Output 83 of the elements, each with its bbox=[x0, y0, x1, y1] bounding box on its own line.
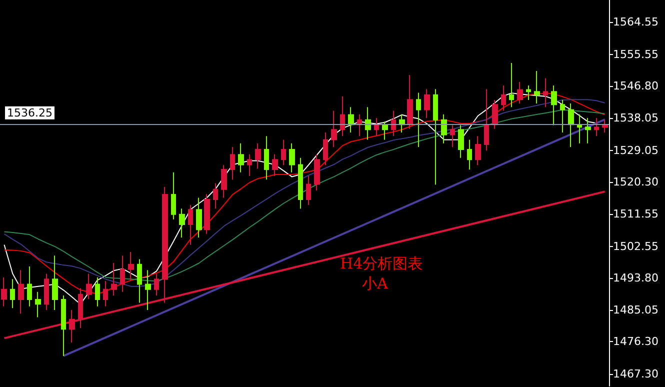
annotation: 小A bbox=[362, 274, 388, 292]
candlestick bbox=[399, 114, 405, 134]
candlestick bbox=[204, 194, 210, 234]
candlestick bbox=[213, 182, 218, 210]
candlestick bbox=[78, 288, 83, 329]
candlestick bbox=[179, 208, 185, 238]
candlestick bbox=[382, 121, 388, 140]
candlestick bbox=[534, 70, 540, 104]
candlestick bbox=[585, 118, 591, 144]
candlestick bbox=[348, 106, 354, 134]
candlestick bbox=[560, 99, 565, 134]
candlestick bbox=[86, 273, 92, 300]
y-tick-label: 1511.55 bbox=[613, 207, 658, 220]
candlestick bbox=[475, 136, 481, 166]
candlestick bbox=[128, 252, 134, 282]
candlestick bbox=[145, 270, 151, 310]
candlestick bbox=[103, 280, 108, 307]
candlestick bbox=[221, 164, 227, 198]
candlestick bbox=[238, 142, 244, 173]
candlestick bbox=[247, 154, 252, 176]
candlestick bbox=[154, 273, 159, 296]
candlestick bbox=[517, 81, 523, 104]
candlestick bbox=[95, 276, 100, 307]
candlestick bbox=[331, 110, 337, 148]
y-tick-label: 1520.30 bbox=[613, 176, 658, 189]
candlestick bbox=[188, 204, 193, 246]
candlestick bbox=[484, 88, 489, 152]
candlestick bbox=[407, 74, 413, 130]
candlestick bbox=[264, 136, 269, 180]
candlestick bbox=[450, 124, 455, 148]
candlestick bbox=[61, 294, 66, 356]
candlestick bbox=[501, 84, 506, 112]
candlestick bbox=[467, 139, 472, 170]
candlestick bbox=[137, 258, 142, 304]
candlestick bbox=[441, 114, 447, 144]
candlestick bbox=[44, 273, 49, 310]
candlestick bbox=[196, 197, 202, 238]
y-tick-label: 1529.05 bbox=[613, 144, 658, 157]
candlestick bbox=[111, 262, 117, 296]
candlestick bbox=[289, 142, 295, 173]
candlestick bbox=[281, 139, 286, 166]
candlestick bbox=[568, 103, 574, 148]
candlestick bbox=[298, 157, 303, 210]
candlestick bbox=[492, 99, 498, 130]
y-tick-label: 1538.05 bbox=[613, 111, 658, 124]
y-tick-label: 1476.30 bbox=[613, 334, 658, 348]
candlestick bbox=[18, 270, 24, 314]
candlestick bbox=[120, 255, 125, 292]
candlestick bbox=[52, 255, 58, 310]
candlestick bbox=[509, 62, 514, 108]
y-tick-label: 1493.80 bbox=[613, 272, 658, 285]
candlestick bbox=[433, 88, 438, 186]
y-tick-label: 1546.80 bbox=[613, 80, 658, 93]
candlestick bbox=[10, 278, 15, 309]
candlestick bbox=[323, 132, 328, 166]
candlestick bbox=[602, 119, 608, 134]
candlestick bbox=[357, 114, 362, 137]
y-tick-label: 1485.05 bbox=[613, 303, 658, 316]
candlestick bbox=[374, 118, 379, 137]
candlestick bbox=[416, 92, 421, 148]
candlestick bbox=[424, 88, 430, 119]
y-tick-label: 1502.55 bbox=[613, 240, 658, 253]
ref-line-label: 1536.25 bbox=[7, 106, 52, 120]
y-tick-label: 1564.55 bbox=[613, 15, 658, 28]
candlestick bbox=[577, 114, 582, 144]
candlestick bbox=[526, 84, 531, 100]
candlestick bbox=[171, 172, 176, 220]
candlestick bbox=[1, 276, 7, 307]
candlestick bbox=[27, 266, 32, 307]
candlestick bbox=[35, 291, 41, 318]
candlestick bbox=[314, 154, 320, 191]
y-tick-label: 1555.55 bbox=[613, 48, 658, 61]
candlestick bbox=[255, 142, 261, 170]
candlestick bbox=[340, 96, 345, 137]
candlestick bbox=[230, 146, 235, 180]
candlestick bbox=[551, 84, 557, 126]
candlestick bbox=[458, 124, 464, 158]
candlestick bbox=[306, 175, 311, 206]
y-tick-label: 1467.30 bbox=[613, 368, 658, 381]
candlestick bbox=[594, 118, 599, 137]
candlestick bbox=[272, 154, 278, 176]
candlestick bbox=[543, 78, 548, 108]
annotation: H4分析图表 bbox=[340, 254, 423, 272]
